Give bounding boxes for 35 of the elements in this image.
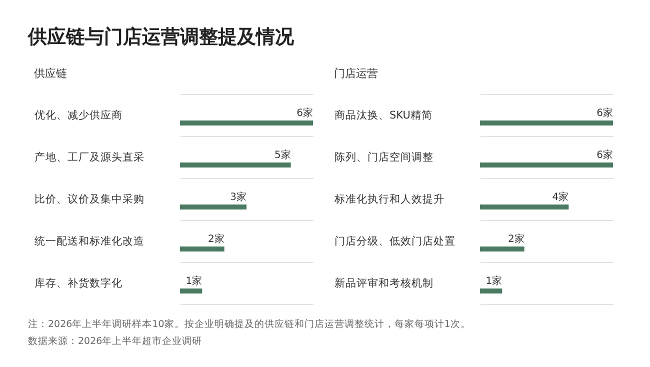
data-label: 2家 [208, 233, 224, 245]
bar [180, 204, 246, 210]
data-label: 1家 [486, 275, 502, 287]
y-tick-label: 优化、减少供应商 [34, 108, 122, 122]
data-label: 2家 [508, 233, 524, 245]
y-tick-label: 比价、议价及集中采购 [34, 192, 144, 206]
data-label: 1家 [186, 275, 202, 287]
data-label: 4家 [552, 191, 569, 203]
y-tick-label: 门店分级、低效门店处置 [334, 234, 456, 248]
bar [480, 204, 569, 210]
data-label: 6家 [596, 107, 613, 119]
data-label: 6家 [596, 149, 613, 161]
data-label: 6家 [296, 107, 313, 119]
y-tick-label: 库存、补货数字化 [34, 276, 122, 290]
y-tick-label: 陈列、门店空间调整 [334, 150, 434, 164]
bar [480, 246, 524, 252]
y-tick-label: 标准化执行和人效提升 [334, 192, 444, 206]
bar [180, 246, 224, 252]
y-tick-label: 商品汰换、SKU精简 [334, 108, 432, 122]
text: 注：2026年上半年调研样本10家。按企业明确提及的供应链和门店运营调整统计，每家每项计1次。 [28, 318, 470, 332]
chart-title: 供应链与门店运营调整提及情况 [28, 25, 294, 50]
text: 门店运营 [334, 67, 378, 80]
bar [480, 288, 502, 294]
bar [180, 120, 313, 126]
y-tick-label: 新品评审和考核机制 [334, 276, 434, 290]
bar [480, 162, 613, 168]
bar [480, 120, 613, 126]
data-label: 3家 [230, 191, 246, 203]
bar [180, 162, 291, 168]
data-label: 5家 [274, 149, 291, 161]
source-note: 数据来源：2026年上半年超市企业调研 [28, 335, 204, 349]
text: 供应链 [34, 67, 67, 80]
y-tick-label: 产地、工厂及源头直采 [34, 150, 144, 164]
y-tick-label: 统一配送和标准化改造 [34, 234, 144, 248]
bar [180, 288, 202, 294]
